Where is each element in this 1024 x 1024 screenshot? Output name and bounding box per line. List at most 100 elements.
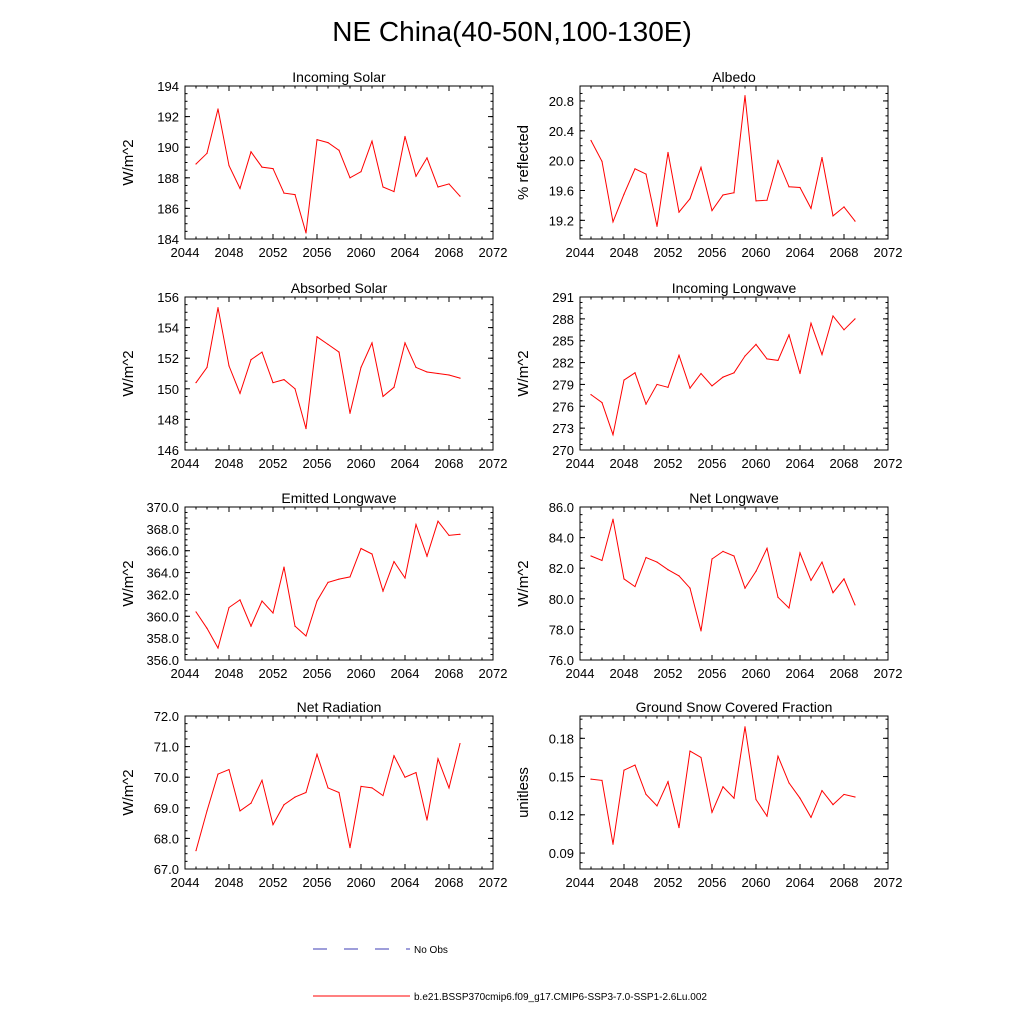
emitted-longwave-xtick-label: 2044	[171, 666, 200, 681]
incoming-solar-xtick-label: 2064	[391, 245, 420, 260]
absorbed-solar-xtick-label: 2044	[171, 456, 200, 471]
net-longwave-data-point	[821, 561, 823, 563]
incoming-longwave-data-point	[788, 334, 790, 336]
net-longwave-data-point	[645, 556, 647, 559]
albedo-data-point	[711, 210, 713, 212]
incoming-solar-data-point	[404, 135, 406, 138]
emitted-longwave-data-point	[360, 547, 362, 550]
ground-snow-covered-fraction-data-point	[656, 805, 658, 807]
emitted-longwave-data-point	[250, 625, 252, 627]
incoming-solar-ytick-label: 190	[157, 140, 179, 155]
albedo-xtick-label: 2052	[654, 245, 683, 260]
net-radiation-xtick-label: 2044	[171, 875, 200, 890]
absorbed-solar-xtick-label: 2072	[479, 456, 508, 471]
net-radiation-data-point	[305, 791, 307, 794]
net-longwave-data-point	[854, 604, 856, 606]
albedo-data-point	[810, 207, 812, 209]
net-longwave-xtick-label: 2056	[698, 666, 727, 681]
albedo-xtick-label: 2048	[610, 245, 639, 260]
net-longwave-title: Net Longwave	[689, 490, 779, 506]
net-longwave-xtick-label: 2044	[566, 666, 595, 681]
albedo-ytick-label: 20.4	[549, 124, 574, 139]
panel-albedo: Albedo 2044 2048 2052 2056 2060 2064 2068 2072 19…	[515, 69, 902, 260]
albedo-title: Albedo	[712, 69, 756, 85]
albedo-data-point	[623, 193, 625, 195]
incoming-solar-data-point	[239, 187, 241, 190]
net-longwave-data-point	[722, 550, 724, 552]
albedo-xtick-label: 2044	[566, 245, 595, 260]
ground-snow-covered-fraction-data-point	[612, 843, 614, 845]
albedo-data-point	[744, 95, 746, 97]
ground-snow-covered-fraction-data-point	[601, 779, 603, 781]
ground-snow-covered-fraction-ylabel: unitless	[515, 767, 532, 818]
net-longwave-data-point	[689, 587, 691, 589]
albedo-data-point	[766, 199, 768, 201]
figure-title: NE China(40-50N,100-130E)	[332, 16, 692, 47]
ground-snow-covered-fraction-xtick-label: 2044	[566, 875, 595, 890]
absorbed-solar-ylabel: W/m^2	[120, 350, 137, 396]
ground-snow-covered-fraction-data-point	[678, 826, 680, 829]
panel-net-longwave: Net Longwave 2044 2048 2052 2056 2060 2064 2068…	[515, 490, 902, 681]
net-longwave-ytick-label: 86.0	[549, 500, 574, 515]
albedo-data-point	[656, 225, 658, 227]
incoming-longwave-ylabel: W/m^2	[515, 350, 532, 396]
incoming-solar-data-point	[305, 232, 307, 234]
absorbed-solar-data-point	[261, 351, 263, 353]
emitted-longwave-data-point	[459, 533, 461, 535]
net-radiation-data-point	[217, 773, 219, 775]
incoming-solar-xtick-label: 2048	[215, 245, 244, 260]
albedo-ylabel: % reflected	[515, 125, 532, 200]
absorbed-solar-data-point	[338, 351, 340, 353]
emitted-longwave-data-point	[437, 520, 439, 522]
incoming-solar-data-point	[294, 194, 296, 196]
emitted-longwave-data-point	[228, 606, 230, 609]
net-radiation-data-point	[360, 785, 362, 787]
absorbed-solar-xtick-label: 2052	[259, 456, 288, 471]
absorbed-solar-ytick-label: 156	[157, 290, 179, 305]
albedo-data-point	[722, 194, 724, 196]
incoming-solar-data-point	[261, 166, 263, 168]
net-radiation-data-point	[415, 772, 417, 774]
incoming-longwave-data-point	[854, 318, 856, 320]
emitted-longwave-data-point	[338, 578, 340, 580]
ground-snow-covered-fraction-data-point	[766, 815, 768, 817]
incoming-longwave-data-point	[634, 372, 636, 374]
ground-snow-covered-fraction-frame	[579, 715, 889, 870]
net-longwave-data-point	[799, 552, 801, 554]
panel-emitted-longwave: Emitted Longwave 2044 2048 2052 2056 2060 2064…	[120, 490, 507, 681]
incoming-longwave-data-point	[678, 354, 680, 356]
albedo-ytick-label: 19.2	[549, 213, 574, 228]
net-radiation-data-point	[338, 791, 340, 794]
net-radiation-data-point	[371, 787, 373, 789]
net-radiation-data-point	[426, 819, 428, 821]
net-radiation-data-point	[272, 824, 274, 826]
incoming-longwave-data-point	[832, 315, 834, 317]
incoming-solar-frame	[184, 85, 494, 240]
emitted-longwave-ytick-label: 370.0	[146, 500, 179, 515]
incoming-longwave-series-line	[590, 314, 856, 437]
incoming-solar-ytick-label: 186	[157, 201, 179, 216]
absorbed-solar-data-point	[415, 366, 417, 368]
incoming-solar-data-point	[360, 171, 362, 173]
albedo-series-line	[590, 95, 856, 227]
incoming-longwave-data-point	[821, 353, 823, 356]
net-radiation-ytick-label: 69.0	[154, 801, 179, 816]
absorbed-solar-ytick-label: 154	[157, 321, 179, 336]
incoming-longwave-xtick-label: 2068	[830, 456, 859, 471]
absorbed-solar-data-point	[316, 336, 318, 338]
panels: Incoming Solar 2044 2048 2052 2056 2060 2064 20…	[120, 69, 902, 890]
incoming-solar-data-point	[228, 164, 230, 167]
absorbed-solar-data-point	[426, 371, 428, 373]
net-radiation-data-point	[382, 794, 384, 797]
incoming-longwave-data-point	[700, 372, 702, 375]
incoming-longwave-xtick-label: 2060	[742, 456, 771, 471]
emitted-longwave-xtick-label: 2056	[303, 666, 332, 681]
net-longwave-ylabel: W/m^2	[515, 560, 532, 606]
net-radiation-title: Net Radiation	[297, 699, 382, 715]
net-longwave-data-point	[788, 607, 790, 609]
net-longwave-xtick-label: 2052	[654, 666, 683, 681]
emitted-longwave-xtick-label: 2060	[347, 666, 376, 681]
incoming-solar-ytick-label: 188	[157, 171, 179, 186]
net-longwave-data-point	[744, 587, 746, 589]
